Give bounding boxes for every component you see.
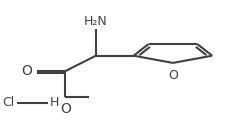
Text: H: H — [50, 96, 60, 109]
Text: Cl: Cl — [3, 96, 15, 109]
Text: O: O — [168, 69, 178, 82]
Text: H₂N: H₂N — [84, 15, 108, 28]
Text: O: O — [21, 64, 32, 78]
Text: O: O — [60, 102, 71, 116]
